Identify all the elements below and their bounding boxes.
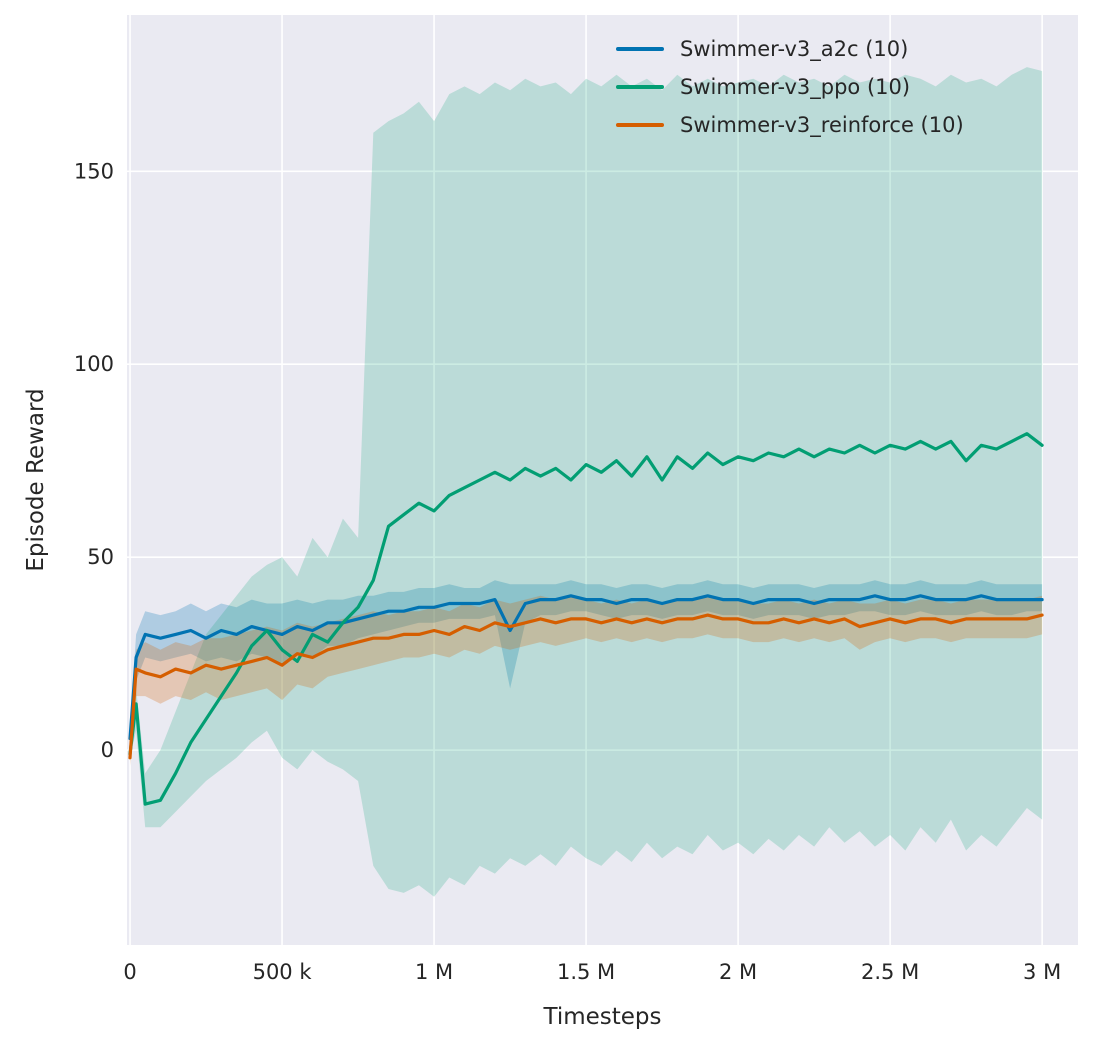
svg-text:100: 100 (74, 352, 114, 376)
svg-text:3 M: 3 M (1023, 960, 1061, 984)
svg-text:0: 0 (101, 738, 114, 762)
svg-text:50: 50 (87, 545, 114, 569)
legend-item-ppo: Swimmer-v3_ppo (10) (616, 68, 964, 106)
legend-label-reinforce: Swimmer-v3_reinforce (10) (680, 113, 964, 137)
ppo-line-swatch (616, 85, 664, 89)
a2c-line-swatch (616, 47, 664, 51)
svg-text:1.5 M: 1.5 M (557, 960, 615, 984)
reinforce-line-swatch (616, 123, 664, 127)
legend-label-ppo: Swimmer-v3_ppo (10) (680, 75, 911, 99)
y-axis-title: Episode Reward (23, 388, 49, 572)
legend: Swimmer-v3_a2c (10) Swimmer-v3_ppo (10) … (616, 30, 964, 144)
legend-item-a2c: Swimmer-v3_a2c (10) (616, 30, 964, 68)
x-axis-title: Timesteps (543, 1004, 662, 1030)
svg-text:150: 150 (74, 159, 114, 183)
legend-item-reinforce: Swimmer-v3_reinforce (10) (616, 106, 964, 144)
svg-text:2.5 M: 2.5 M (861, 960, 919, 984)
svg-text:500 k: 500 k (253, 960, 313, 984)
svg-text:1 M: 1 M (415, 960, 453, 984)
legend-label-a2c: Swimmer-v3_a2c (10) (680, 37, 909, 61)
svg-text:0: 0 (123, 960, 136, 984)
svg-text:2 M: 2 M (719, 960, 757, 984)
